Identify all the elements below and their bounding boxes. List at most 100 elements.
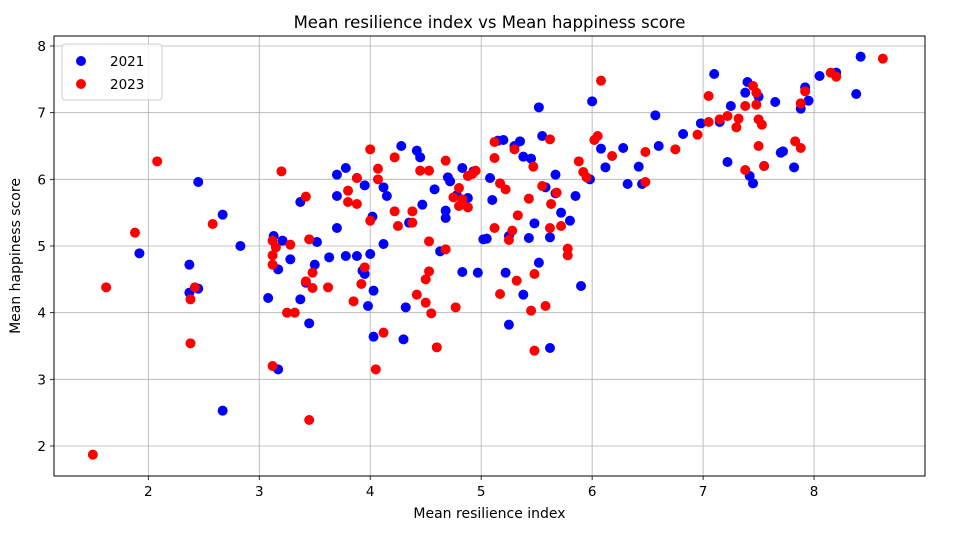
- data-point-2023: [282, 307, 293, 318]
- data-point-2021: [618, 143, 629, 153]
- data-point-2023: [795, 143, 806, 153]
- legend-label-2023: 2023: [110, 77, 144, 93]
- series-2021: [134, 51, 866, 416]
- data-point-2023: [152, 156, 163, 167]
- data-point-2023: [407, 206, 418, 217]
- data-point-2023: [372, 163, 383, 174]
- data-point-2021: [351, 251, 362, 261]
- data-point-2023: [323, 282, 334, 293]
- data-point-2021: [518, 151, 529, 162]
- data-point-2023: [756, 119, 767, 130]
- data-point-2021: [526, 153, 537, 164]
- data-point-2023: [453, 183, 464, 193]
- data-point-2021: [725, 101, 736, 111]
- data-point-2023: [529, 269, 540, 279]
- data-point-2021: [770, 97, 781, 107]
- data-point-2021: [277, 235, 288, 246]
- data-point-2023: [581, 172, 592, 183]
- data-point-2021: [217, 209, 228, 220]
- x-tick-label: 4: [366, 484, 375, 500]
- data-point-2023: [495, 289, 506, 299]
- x-tick-label: 6: [588, 484, 597, 500]
- data-point-2023: [359, 262, 370, 273]
- data-point-2023: [546, 199, 557, 209]
- data-point-2023: [378, 327, 389, 338]
- plot-area: [54, 36, 925, 476]
- data-point-2021: [396, 141, 407, 151]
- data-point-2021: [748, 178, 759, 189]
- data-point-2023: [462, 202, 473, 213]
- data-point-2021: [650, 110, 661, 121]
- data-point-2021: [570, 191, 581, 201]
- data-point-2021: [533, 102, 544, 113]
- data-point-2023: [129, 227, 140, 238]
- data-point-2023: [267, 361, 278, 371]
- data-point-2023: [714, 114, 725, 125]
- series-2023: [87, 53, 888, 460]
- data-point-2021: [331, 169, 342, 180]
- data-point-2023: [365, 215, 376, 226]
- data-point-2021: [498, 135, 509, 145]
- data-point-2021: [398, 334, 409, 345]
- data-point-2023: [304, 234, 315, 245]
- data-point-2023: [740, 165, 751, 175]
- data-point-2023: [276, 166, 287, 177]
- data-point-2021: [340, 163, 351, 173]
- data-point-2023: [389, 152, 400, 163]
- y-tick-label: 6: [37, 172, 46, 188]
- data-point-2023: [343, 185, 354, 196]
- data-point-2021: [576, 281, 587, 291]
- data-point-2021: [533, 257, 544, 268]
- data-point-2023: [372, 174, 383, 185]
- data-point-2021: [695, 118, 706, 129]
- data-point-2023: [431, 342, 442, 353]
- data-point-2021: [217, 405, 228, 416]
- data-point-2023: [420, 274, 431, 285]
- data-point-2021: [550, 169, 561, 180]
- data-point-2021: [295, 294, 306, 305]
- data-point-2021: [368, 331, 379, 342]
- data-point-2023: [289, 307, 300, 318]
- data-point-2021: [457, 163, 468, 173]
- data-point-2021: [503, 319, 514, 330]
- x-tick-label: 2: [144, 484, 153, 500]
- data-point-2023: [544, 223, 555, 233]
- data-point-2023: [440, 155, 451, 166]
- data-point-2023: [185, 338, 196, 349]
- data-point-2023: [285, 239, 296, 250]
- data-point-2021: [855, 51, 866, 62]
- data-point-2023: [640, 177, 651, 187]
- data-point-2023: [448, 192, 459, 203]
- data-point-2021: [311, 237, 322, 247]
- data-point-2023: [424, 165, 435, 176]
- x-tick-label: 5: [477, 484, 486, 500]
- data-point-2023: [370, 364, 381, 375]
- data-point-2021: [487, 195, 498, 205]
- data-point-2023: [523, 193, 534, 204]
- data-point-2021: [653, 141, 664, 151]
- data-point-2021: [184, 259, 195, 270]
- data-point-2023: [551, 187, 562, 198]
- data-point-2023: [751, 99, 762, 110]
- data-point-2021: [363, 301, 374, 311]
- data-point-2023: [670, 144, 681, 155]
- data-point-2023: [500, 184, 511, 195]
- data-point-2023: [101, 282, 112, 293]
- data-point-2023: [607, 151, 618, 161]
- data-point-2023: [300, 191, 311, 202]
- data-point-2023: [529, 345, 540, 356]
- data-point-2023: [489, 153, 500, 163]
- x-axis-ticks: 2 3 4 5 6 7 8: [144, 476, 818, 500]
- data-point-2021: [722, 157, 733, 167]
- data-point-2023: [537, 181, 548, 191]
- data-point-2023: [526, 305, 537, 316]
- data-point-2023: [300, 276, 311, 287]
- data-point-2023: [351, 173, 362, 183]
- data-point-2023: [753, 141, 764, 151]
- data-point-2023: [512, 210, 523, 221]
- data-point-2021: [740, 87, 751, 98]
- data-point-2023: [343, 197, 354, 207]
- data-point-2023: [831, 71, 842, 82]
- data-point-2021: [285, 254, 296, 265]
- data-point-2023: [544, 134, 555, 145]
